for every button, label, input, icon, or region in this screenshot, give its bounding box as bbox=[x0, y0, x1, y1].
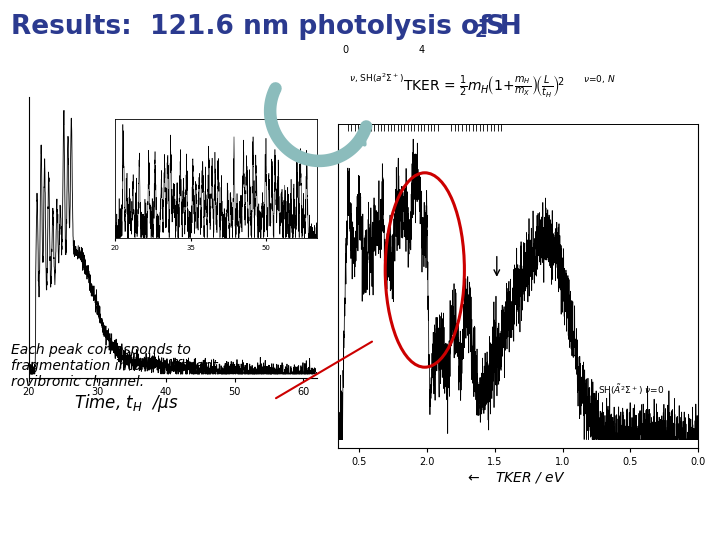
Text: 4: 4 bbox=[418, 45, 424, 55]
Text: $\leftarrow$   TKER / eV: $\leftarrow$ TKER / eV bbox=[464, 470, 565, 485]
Text: S: S bbox=[485, 14, 504, 39]
Text: $\nu$=0, $N$: $\nu$=0, $N$ bbox=[583, 73, 616, 85]
Text: Results:  121.6 nm photolysis of H: Results: 121.6 nm photolysis of H bbox=[11, 14, 521, 39]
Text: (1990): (1990) bbox=[558, 508, 614, 521]
Text: Ashfold et al.,: Ashfold et al., bbox=[274, 508, 374, 521]
Text: Each peak corresponds to
fragmentation into a different
rovibronic channel.: Each peak corresponds to fragmentation i… bbox=[11, 343, 217, 389]
Text: 92,: 92, bbox=[479, 508, 503, 521]
Text: SH($\tilde{A}^2\Sigma^+$) $\nu$=0: SH($\tilde{A}^2\Sigma^+$) $\nu$=0 bbox=[598, 382, 664, 397]
Text: TKER = $\frac{1}{2}m_H\!\left(1\!+\!\frac{m_H}{m_X}\right)\!\left(\frac{L}{t_H}\: TKER = $\frac{1}{2}m_H\!\left(1\!+\!\fra… bbox=[403, 73, 565, 99]
Text: Time, $t_H$  /$\mu$s: Time, $t_H$ /$\mu$s bbox=[73, 392, 179, 414]
Text: WARWICK: WARWICK bbox=[22, 504, 145, 524]
Text: 0: 0 bbox=[343, 45, 348, 55]
Text: 7027,: 7027, bbox=[508, 508, 557, 521]
Text: 2: 2 bbox=[474, 23, 487, 40]
Text: $\nu$, SH($a^2\Sigma^+$): $\nu$, SH($a^2\Sigma^+$) bbox=[349, 72, 405, 85]
Text: J. Chem. Phys.,: J. Chem. Phys., bbox=[374, 508, 482, 521]
